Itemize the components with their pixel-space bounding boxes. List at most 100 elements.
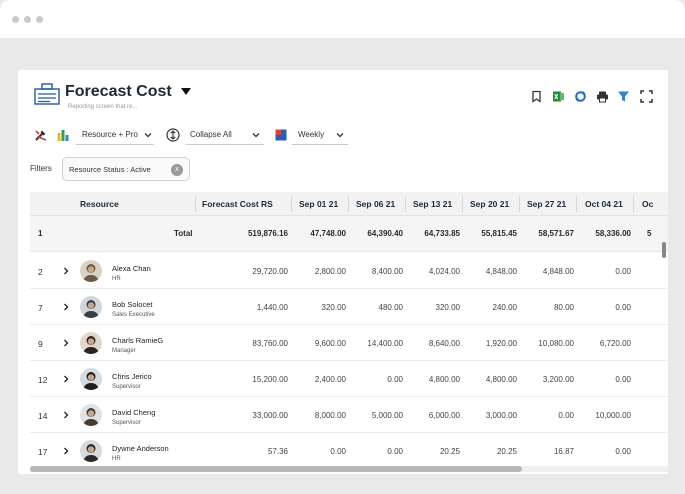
resource-role: Sales Executive	[112, 312, 155, 318]
bookmark-icon[interactable]	[530, 90, 543, 103]
filter-icon[interactable]	[617, 90, 630, 103]
row-number: 12	[38, 375, 48, 385]
table-row[interactable]: 14 David Cheng Supervisor 33,000.00 8,000.00…	[30, 397, 668, 433]
print-icon[interactable]	[596, 90, 609, 103]
column-divider	[195, 196, 196, 212]
week-cost-cell: 0.00	[615, 375, 631, 384]
resource-role: HR	[112, 276, 121, 282]
expand-row-icon[interactable]	[62, 339, 70, 347]
total-forecast: 519,876.16	[247, 229, 288, 238]
week-cost-cell: 3,000.00	[485, 411, 517, 420]
expand-row-icon[interactable]	[62, 375, 70, 383]
expand-row-icon[interactable]	[62, 303, 70, 311]
expand-row-icon[interactable]	[62, 267, 70, 275]
week-cost-cell: 5,000.00	[371, 411, 403, 420]
avatar	[80, 260, 102, 282]
refresh-icon[interactable]	[574, 90, 587, 103]
total-week-value: 58,571.67	[538, 229, 574, 238]
avatar	[80, 296, 102, 318]
column-header-forecast[interactable]: Forecast Cost RS	[202, 199, 273, 209]
column-header-resource[interactable]: Resource	[80, 199, 119, 209]
excel-icon[interactable]	[552, 90, 565, 103]
page-title: Forecast Cost	[65, 83, 172, 100]
filters-label: Filters	[30, 164, 52, 173]
row-number: 17	[38, 447, 48, 457]
week-cost-cell: 0.00	[615, 267, 631, 276]
week-cost-cell: 0.00	[615, 303, 631, 312]
chevron-down-icon	[336, 133, 344, 138]
remove-filter-icon[interactable]: x	[171, 164, 183, 176]
column-header-week[interactable]: Oct 04 21	[585, 199, 623, 209]
calendar-icon	[275, 129, 287, 141]
expand-row-icon[interactable]	[62, 411, 70, 419]
table-row[interactable]: 17 Dywne Anderson HR 57.36 0.00 0.00 20.25 20.2…	[30, 433, 668, 469]
column-header-week[interactable]: Sep 13 21	[413, 199, 453, 209]
week-cost-cell: 8,640.00	[428, 339, 460, 348]
period-dropdown[interactable]: Weekly	[292, 127, 348, 145]
week-cost-cell: 2,400.00	[314, 375, 346, 384]
total-label: Total	[174, 229, 193, 238]
week-cost-cell: 10,080.00	[538, 339, 574, 348]
row-number: 2	[38, 267, 43, 277]
page-subtitle: Reporting screen that re...	[68, 104, 138, 110]
filter-chip[interactable]: Resource Status : Active x	[62, 157, 190, 181]
week-cost-cell: 320.00	[321, 303, 346, 312]
horizontal-scrollbar[interactable]	[30, 466, 522, 472]
period-value: Weekly	[298, 130, 325, 139]
expand-row-icon[interactable]	[62, 447, 70, 455]
fullscreen-icon[interactable]	[640, 90, 653, 103]
collapse-dropdown[interactable]: Collapse All	[186, 127, 264, 145]
forecast-cost-cell: 29,720.00	[252, 267, 288, 276]
column-divider	[348, 196, 349, 212]
resource-name[interactable]: Alexa Chan	[112, 264, 151, 273]
week-cost-cell: 14,400.00	[367, 339, 403, 348]
title-dropdown-caret-icon[interactable]	[181, 88, 191, 95]
total-row: 1 Total 519,876.16 47,748.00 64,390.40 6…	[30, 216, 668, 258]
forecast-cost-cell: 15,200.00	[252, 375, 288, 384]
report-icon	[34, 83, 60, 105]
column-divider	[291, 196, 292, 212]
group-by-value: Resource + Pro	[82, 130, 138, 139]
week-cost-cell: 0.00	[387, 447, 403, 456]
tools-icon[interactable]	[34, 128, 48, 142]
avatar	[80, 368, 102, 390]
resource-name[interactable]: David Cheng	[112, 408, 156, 417]
total-row-number: 1	[38, 229, 43, 238]
table-row[interactable]: 7 Bob Solocet Sales Executive 1,440.00 320.0…	[30, 289, 668, 325]
week-cost-cell: 8,400.00	[371, 267, 403, 276]
resource-name[interactable]: Chris Jerico	[112, 372, 152, 381]
vertical-scrollbar[interactable]	[662, 242, 666, 258]
forecast-grid: Resource Forecast Cost RS Sep 01 21 Sep …	[30, 192, 668, 474]
week-cost-cell: 0.00	[615, 447, 631, 456]
resource-name[interactable]: Charls RamieG	[112, 336, 164, 345]
column-divider	[633, 196, 634, 212]
resource-role: Supervisor	[112, 384, 141, 390]
column-divider	[462, 196, 463, 212]
window-titlebar	[0, 0, 685, 38]
total-week-value: 64,390.40	[367, 229, 403, 238]
avatar	[80, 332, 102, 354]
total-week-value: 5	[647, 229, 652, 238]
column-header-week[interactable]: Sep 20 21	[470, 199, 510, 209]
resource-name[interactable]: Dywne Anderson	[112, 444, 169, 453]
table-row[interactable]: 9 Charls RamieG Manager 83,760.00 9,600.00 14…	[30, 325, 668, 361]
table-row[interactable]: 12 Chris Jerico Supervisor 15,200.00 2,400.0…	[30, 361, 668, 397]
column-header-week[interactable]: Sep 01 21	[299, 199, 339, 209]
column-header-week[interactable]: Sep 06 21	[356, 199, 396, 209]
grid-header: Resource Forecast Cost RS Sep 01 21 Sep …	[30, 192, 668, 216]
week-cost-cell: 9,600.00	[314, 339, 346, 348]
table-row[interactable]: 2 Alexa Chan HR 29,720.00 2,800.00 8,400.00 4,…	[30, 253, 668, 289]
resource-name[interactable]: Bob Solocet	[112, 300, 153, 309]
total-week-value: 47,748.00	[310, 229, 346, 238]
column-header-week[interactable]: Sep 27 21	[527, 199, 567, 209]
avatar	[80, 440, 102, 462]
forecast-cost-cell: 1,440.00	[256, 303, 288, 312]
week-cost-cell: 8,000.00	[314, 411, 346, 420]
week-cost-cell: 10,000.00	[595, 411, 631, 420]
group-by-icon	[57, 130, 69, 141]
week-cost-cell: 480.00	[378, 303, 403, 312]
column-header-week[interactable]: Oc	[642, 199, 654, 209]
week-cost-cell: 240.00	[492, 303, 517, 312]
group-by-dropdown[interactable]: Resource + Pro	[76, 127, 154, 145]
week-cost-cell: 20.25	[439, 447, 460, 456]
